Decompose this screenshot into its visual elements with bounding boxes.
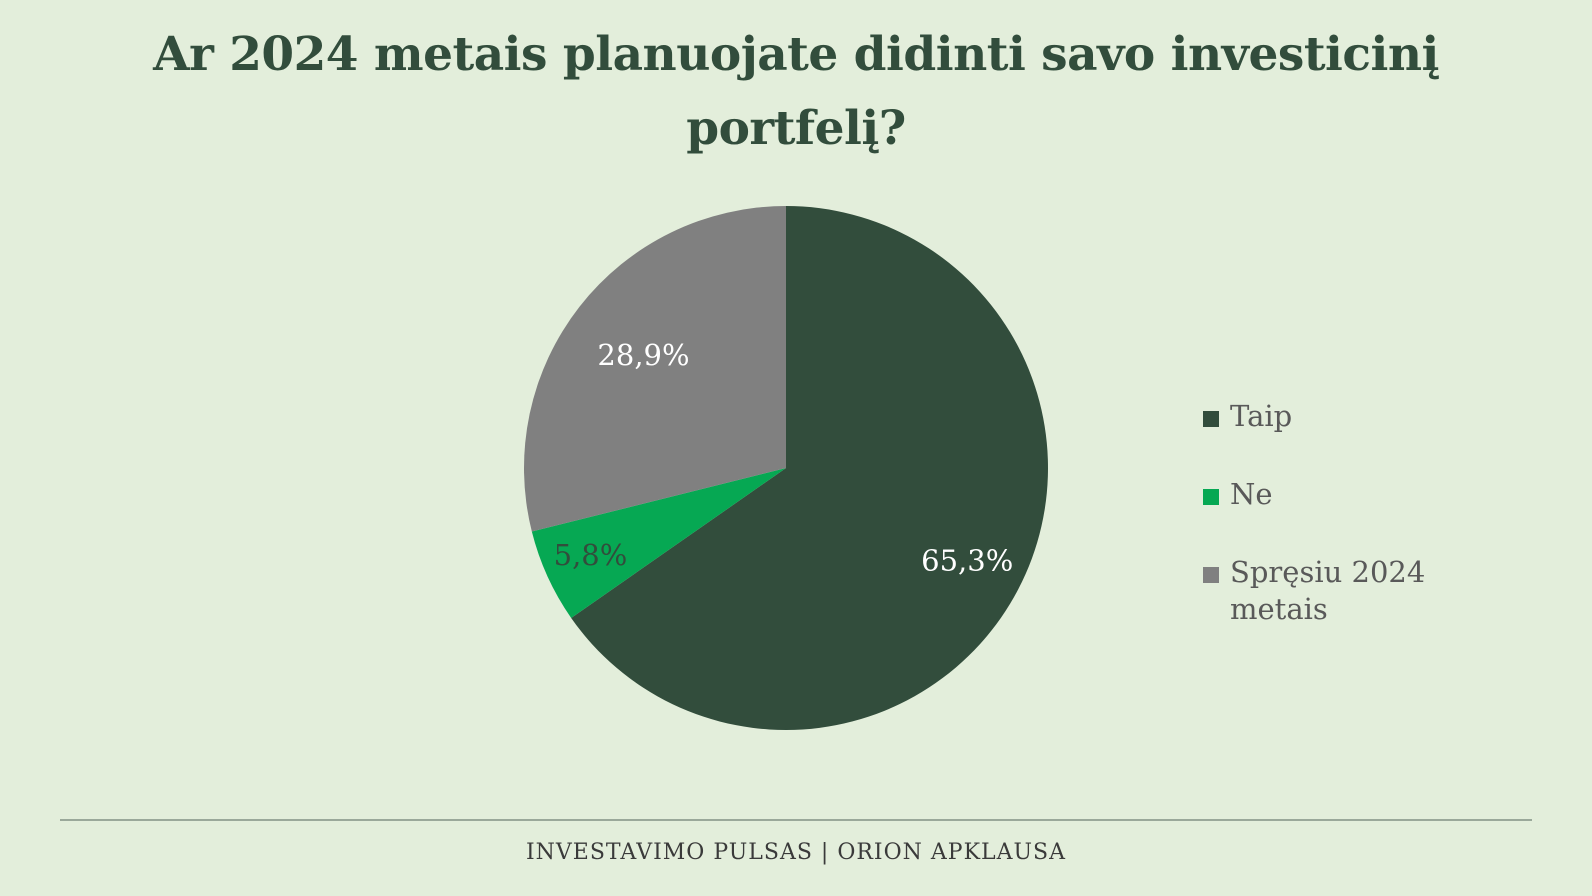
- data-label-taip: 65,3%: [921, 543, 1013, 577]
- chart-title: Ar 2024 metais planuojate didinti savo i…: [153, 27, 1439, 156]
- data-label-spresiu: 28,9%: [597, 338, 689, 372]
- pie-slice-taip: [571, 206, 1048, 730]
- legend-swatch-taip: [1203, 411, 1219, 427]
- legend-label-ne: Ne: [1230, 477, 1273, 511]
- legend: Taip Ne Spręsiu 2024 metais: [1203, 398, 1523, 669]
- legend-label-taip: Taip: [1230, 399, 1293, 433]
- legend-swatch-spresiu: [1203, 567, 1219, 583]
- footer-source: INVESTAVIMO PULSAS | ORION APKLAUSA: [525, 840, 1067, 865]
- footer-divider: [60, 819, 1532, 821]
- legend-swatch-ne: [1203, 489, 1219, 505]
- pie-slice-spresiu: [524, 206, 786, 532]
- legend-item-spresiu: Spręsiu 2024 metais: [1203, 554, 1523, 628]
- data-label-ne: 5,8%: [554, 538, 628, 572]
- legend-item-taip: Taip: [1203, 398, 1523, 435]
- legend-label-spresiu: Spręsiu 2024 metais: [1230, 555, 1426, 626]
- legend-item-ne: Ne: [1203, 476, 1523, 513]
- pie-slice-ne: [531, 468, 786, 618]
